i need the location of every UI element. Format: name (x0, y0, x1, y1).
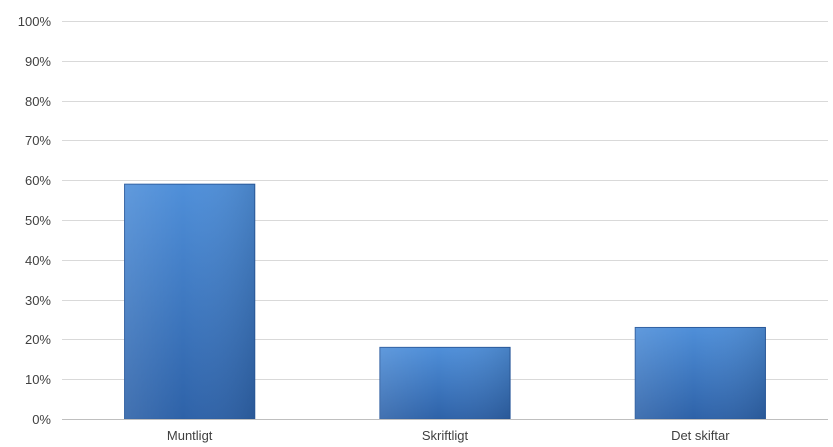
y-tick-label: 80% (25, 94, 51, 109)
bar-group (124, 183, 256, 420)
bar-group (379, 346, 511, 420)
bars (124, 183, 766, 420)
bar-shading (635, 327, 766, 419)
bar-shading (379, 347, 511, 419)
y-tick-label: 70% (25, 133, 51, 148)
bar-shading (124, 184, 255, 419)
x-category-label: Det skiftar (671, 428, 730, 443)
y-tick-label: 100% (18, 14, 52, 29)
x-category-label: Muntligt (167, 428, 213, 443)
y-tick-label: 0% (32, 412, 51, 427)
y-tick-label: 20% (25, 332, 51, 347)
y-axis-tick-labels: 0% 10% 20% 30% 40% 50% 60% 70% 80% 90% 100% (18, 14, 52, 427)
y-tick-label: 60% (25, 173, 51, 188)
y-tick-label: 90% (25, 54, 51, 69)
y-tick-label: 40% (25, 253, 51, 268)
x-category-label: Skriftligt (422, 428, 469, 443)
bar-group (634, 326, 766, 420)
y-tick-label: 50% (25, 213, 51, 228)
y-tick-label: 10% (25, 372, 51, 387)
x-axis-category-labels: Muntligt Skriftligt Det skiftar (167, 428, 730, 443)
y-tick-label: 30% (25, 293, 51, 308)
